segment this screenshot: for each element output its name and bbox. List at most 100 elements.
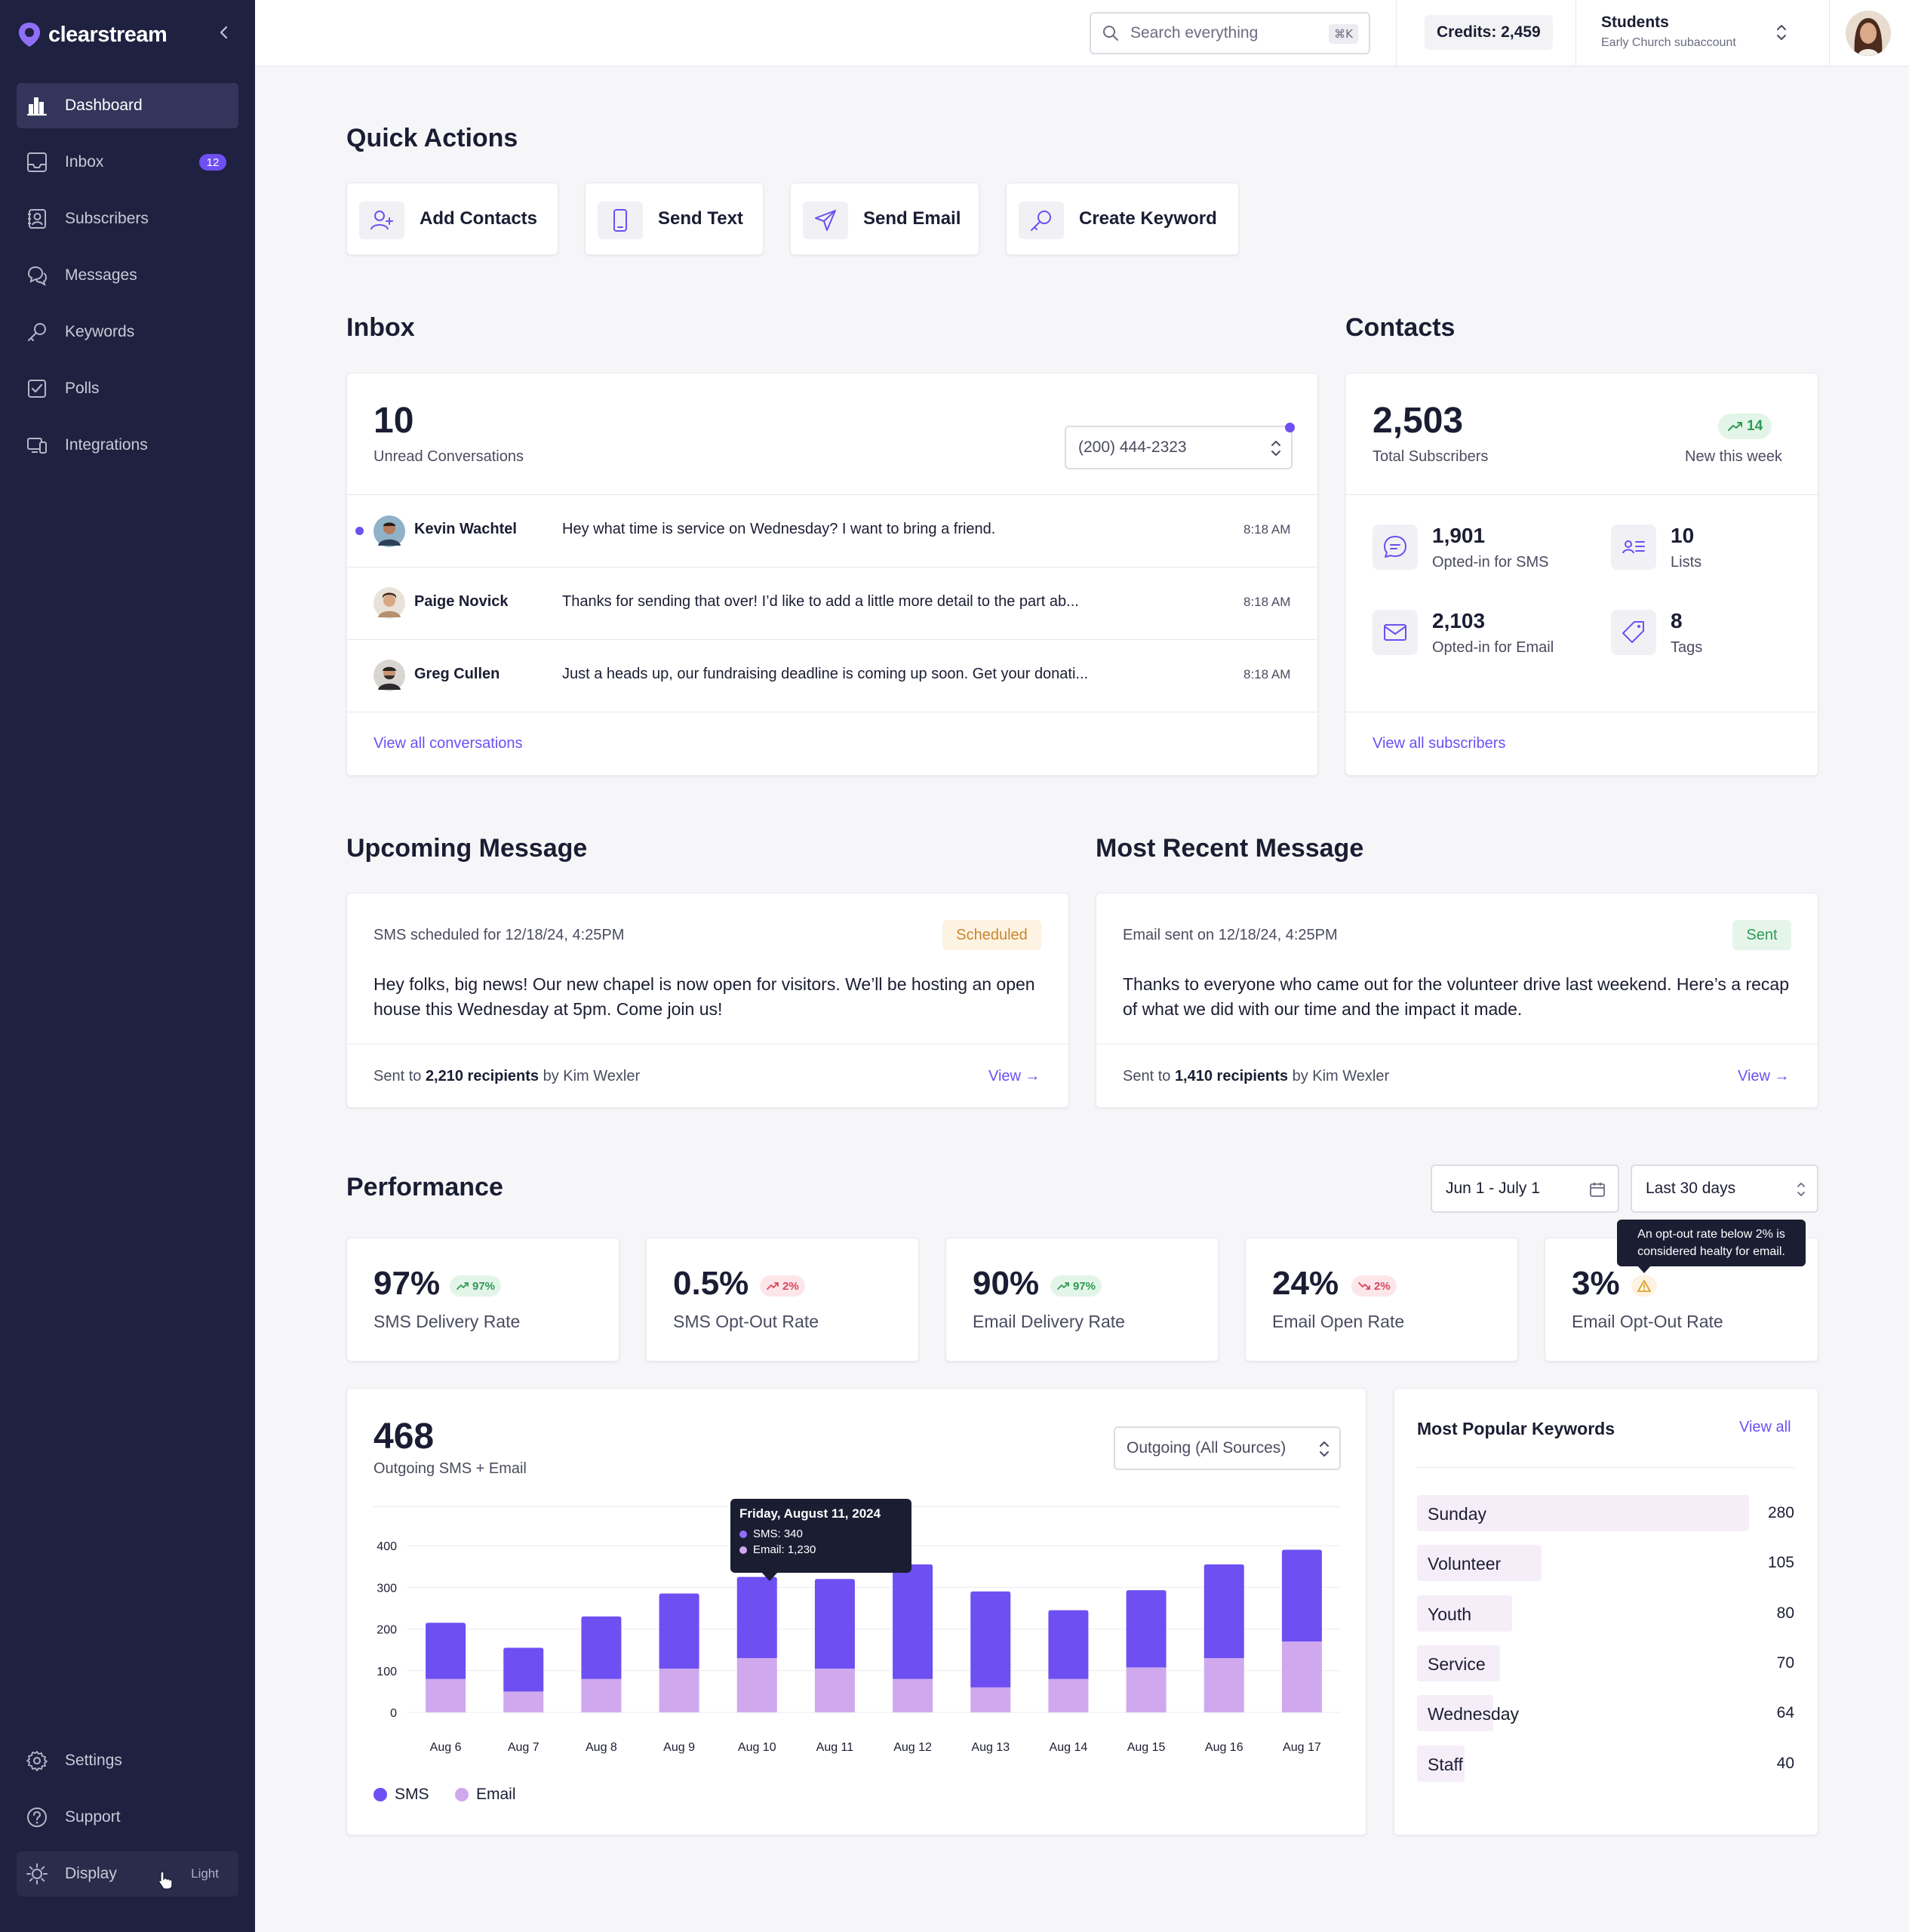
upcoming-message-heading: Upcoming Message <box>346 834 588 863</box>
conversation-preview: Just a heads up, our fundraising deadlin… <box>562 666 1089 682</box>
inbox-heading: Inbox <box>346 313 415 342</box>
view-all-keywords-link[interactable]: View all <box>1739 1419 1791 1435</box>
message-recipients: Sent to 1,410 recipients by Kim Wexler <box>1123 1068 1390 1084</box>
x-tick-label: Aug 13 <box>971 1741 1010 1754</box>
conversation-time: 8:18 AM <box>1243 595 1291 609</box>
keyword-row[interactable]: Staff 40 <box>1417 1745 1794 1782</box>
legend-swatch <box>455 1788 469 1801</box>
bar-sms <box>659 1593 699 1669</box>
search-input[interactable]: Search everything ⌘K <box>1090 12 1370 54</box>
x-tick-label: Aug 8 <box>586 1741 617 1754</box>
sidebar-item-settings[interactable]: Settings <box>17 1738 238 1783</box>
metric-value: 97% <box>374 1265 441 1302</box>
stat-label: Opted-in for SMS <box>1432 554 1549 571</box>
metric-label: Email Opt-Out Rate <box>1572 1312 1723 1331</box>
divider <box>1829 0 1830 66</box>
inbox-count-badge: 12 <box>199 154 226 171</box>
sidebar-item-dashboard[interactable]: Dashboard <box>17 83 238 128</box>
add-contacts-button[interactable]: Add Contacts <box>346 183 558 255</box>
user-avatar[interactable] <box>1846 11 1891 56</box>
phone-number-select[interactable]: (200) 444-2323 <box>1065 426 1293 469</box>
view-all-conversations-link[interactable]: View all conversations <box>374 735 523 752</box>
trend-up-icon <box>456 1282 469 1290</box>
phone-icon <box>598 202 643 239</box>
chat-icon <box>1373 525 1418 570</box>
sun-icon <box>26 1863 48 1884</box>
warning-badge[interactable] <box>1631 1275 1657 1297</box>
keyword-row[interactable]: Service 70 <box>1417 1644 1794 1681</box>
legend-label: SMS <box>395 1786 429 1803</box>
bar-sms <box>1126 1590 1167 1668</box>
period-select[interactable]: Last 30 days <box>1631 1164 1818 1213</box>
view-upcoming-message-link[interactable]: View → <box>988 1068 1041 1084</box>
quick-actions-heading: Quick Actions <box>346 124 518 152</box>
keywords-heading: Most Popular Keywords <box>1417 1419 1615 1438</box>
metric-value: 24% <box>1272 1265 1339 1302</box>
bar-email <box>736 1658 777 1712</box>
view-recent-message-link[interactable]: View → <box>1738 1068 1790 1084</box>
keyword-count: 105 <box>1767 1554 1794 1572</box>
x-tick-label: Aug 15 <box>1127 1741 1166 1754</box>
unread-count: 10 <box>374 401 414 441</box>
recent-message-card <box>1096 893 1818 1108</box>
metric-label: Email Delivery Rate <box>973 1312 1125 1331</box>
y-tick-label: 200 <box>377 1624 397 1637</box>
keyword-count: 40 <box>1776 1754 1794 1772</box>
keyword-row[interactable]: Youth 80 <box>1417 1595 1794 1632</box>
metric-delta-badge: 2% <box>1351 1275 1397 1297</box>
tag-icon <box>1611 610 1656 655</box>
keyword-count: 70 <box>1776 1654 1794 1672</box>
conversation-row[interactable]: Kevin Wachtel Hey what time is service o… <box>346 495 1318 567</box>
avatar <box>374 587 405 619</box>
account-subtitle: Early Church subaccount <box>1601 36 1736 49</box>
sidebar-item-label: Display <box>65 1865 117 1882</box>
bar-email <box>426 1678 466 1712</box>
sidebar-item-messages[interactable]: Messages <box>17 253 238 298</box>
conversation-row[interactable]: Paige Novick Thanks for sending that ove… <box>346 568 1318 639</box>
logo[interactable]: clearstream <box>17 20 168 50</box>
sidebar-item-keywords[interactable]: Keywords <box>17 309 238 355</box>
keyword-label: Service <box>1428 1654 1486 1674</box>
x-tick-label: Aug 10 <box>738 1741 776 1754</box>
metric-delta-badge: 97% <box>450 1275 502 1297</box>
sidebar-item-subscribers[interactable]: Subscribers <box>17 196 238 242</box>
metric-label: Email Open Rate <box>1272 1312 1405 1331</box>
y-tick-label: 100 <box>377 1666 397 1678</box>
keyword-row[interactable]: Sunday 280 <box>1417 1495 1794 1531</box>
x-tick-label: Aug 11 <box>816 1741 854 1754</box>
conversation-row[interactable]: Greg Cullen Just a heads up, our fundrai… <box>346 640 1318 712</box>
mail-icon <box>1373 610 1418 655</box>
contacts-card <box>1345 373 1818 776</box>
sidebar-item-label: Integrations <box>65 436 148 454</box>
display-mode-value: Light <box>191 1866 219 1881</box>
display-mode-toggle[interactable]: Display Light <box>17 1851 238 1897</box>
keyword-row[interactable]: Volunteer 105 <box>1417 1545 1794 1582</box>
sidebar-item-support[interactable]: Support <box>17 1795 238 1840</box>
select-caret-icon <box>1320 1441 1329 1457</box>
date-range-picker[interactable]: Jun 1 - July 1 <box>1431 1164 1619 1213</box>
view-all-subscribers-link[interactable]: View all subscribers <box>1373 735 1506 752</box>
x-tick-label: Aug 17 <box>1283 1741 1321 1754</box>
sidebar-item-inbox[interactable]: Inbox 12 <box>17 140 238 185</box>
trend-up-icon <box>767 1282 779 1290</box>
account-switcher[interactable]: Students Early Church subaccount <box>1577 0 1909 66</box>
conversation-name: Kevin Wachtel <box>414 521 517 537</box>
x-tick-label: Aug 9 <box>663 1741 695 1754</box>
stat-value: 1,901 <box>1432 524 1486 547</box>
create-keyword-button[interactable]: Create Keyword <box>1006 183 1239 255</box>
message-recipients: Sent to 2,210 recipients by Kim Wexler <box>374 1068 641 1084</box>
opt-out-tooltip: An opt-out rate below 2% is considered h… <box>1617 1220 1806 1266</box>
source-select[interactable]: Outgoing (All Sources) <box>1114 1426 1341 1470</box>
send-email-button[interactable]: Send Email <box>790 183 979 255</box>
keyword-row[interactable]: Wednesday 64 <box>1417 1695 1794 1732</box>
phone-number-value: (200) 444-2323 <box>1078 438 1187 456</box>
credits-badge[interactable]: Credits: 2,459 <box>1425 15 1553 50</box>
send-text-button[interactable]: Send Text <box>585 183 764 255</box>
collapse-sidebar-button[interactable] <box>213 21 235 44</box>
keyword-label: Volunteer <box>1428 1554 1502 1574</box>
keyword-count: 64 <box>1776 1704 1794 1722</box>
sidebar-item-polls[interactable]: Polls <box>17 366 238 411</box>
sidebar-item-integrations[interactable]: Integrations <box>17 423 238 468</box>
metric-label: SMS Opt-Out Rate <box>673 1312 819 1331</box>
new-count: 14 <box>1747 418 1763 434</box>
